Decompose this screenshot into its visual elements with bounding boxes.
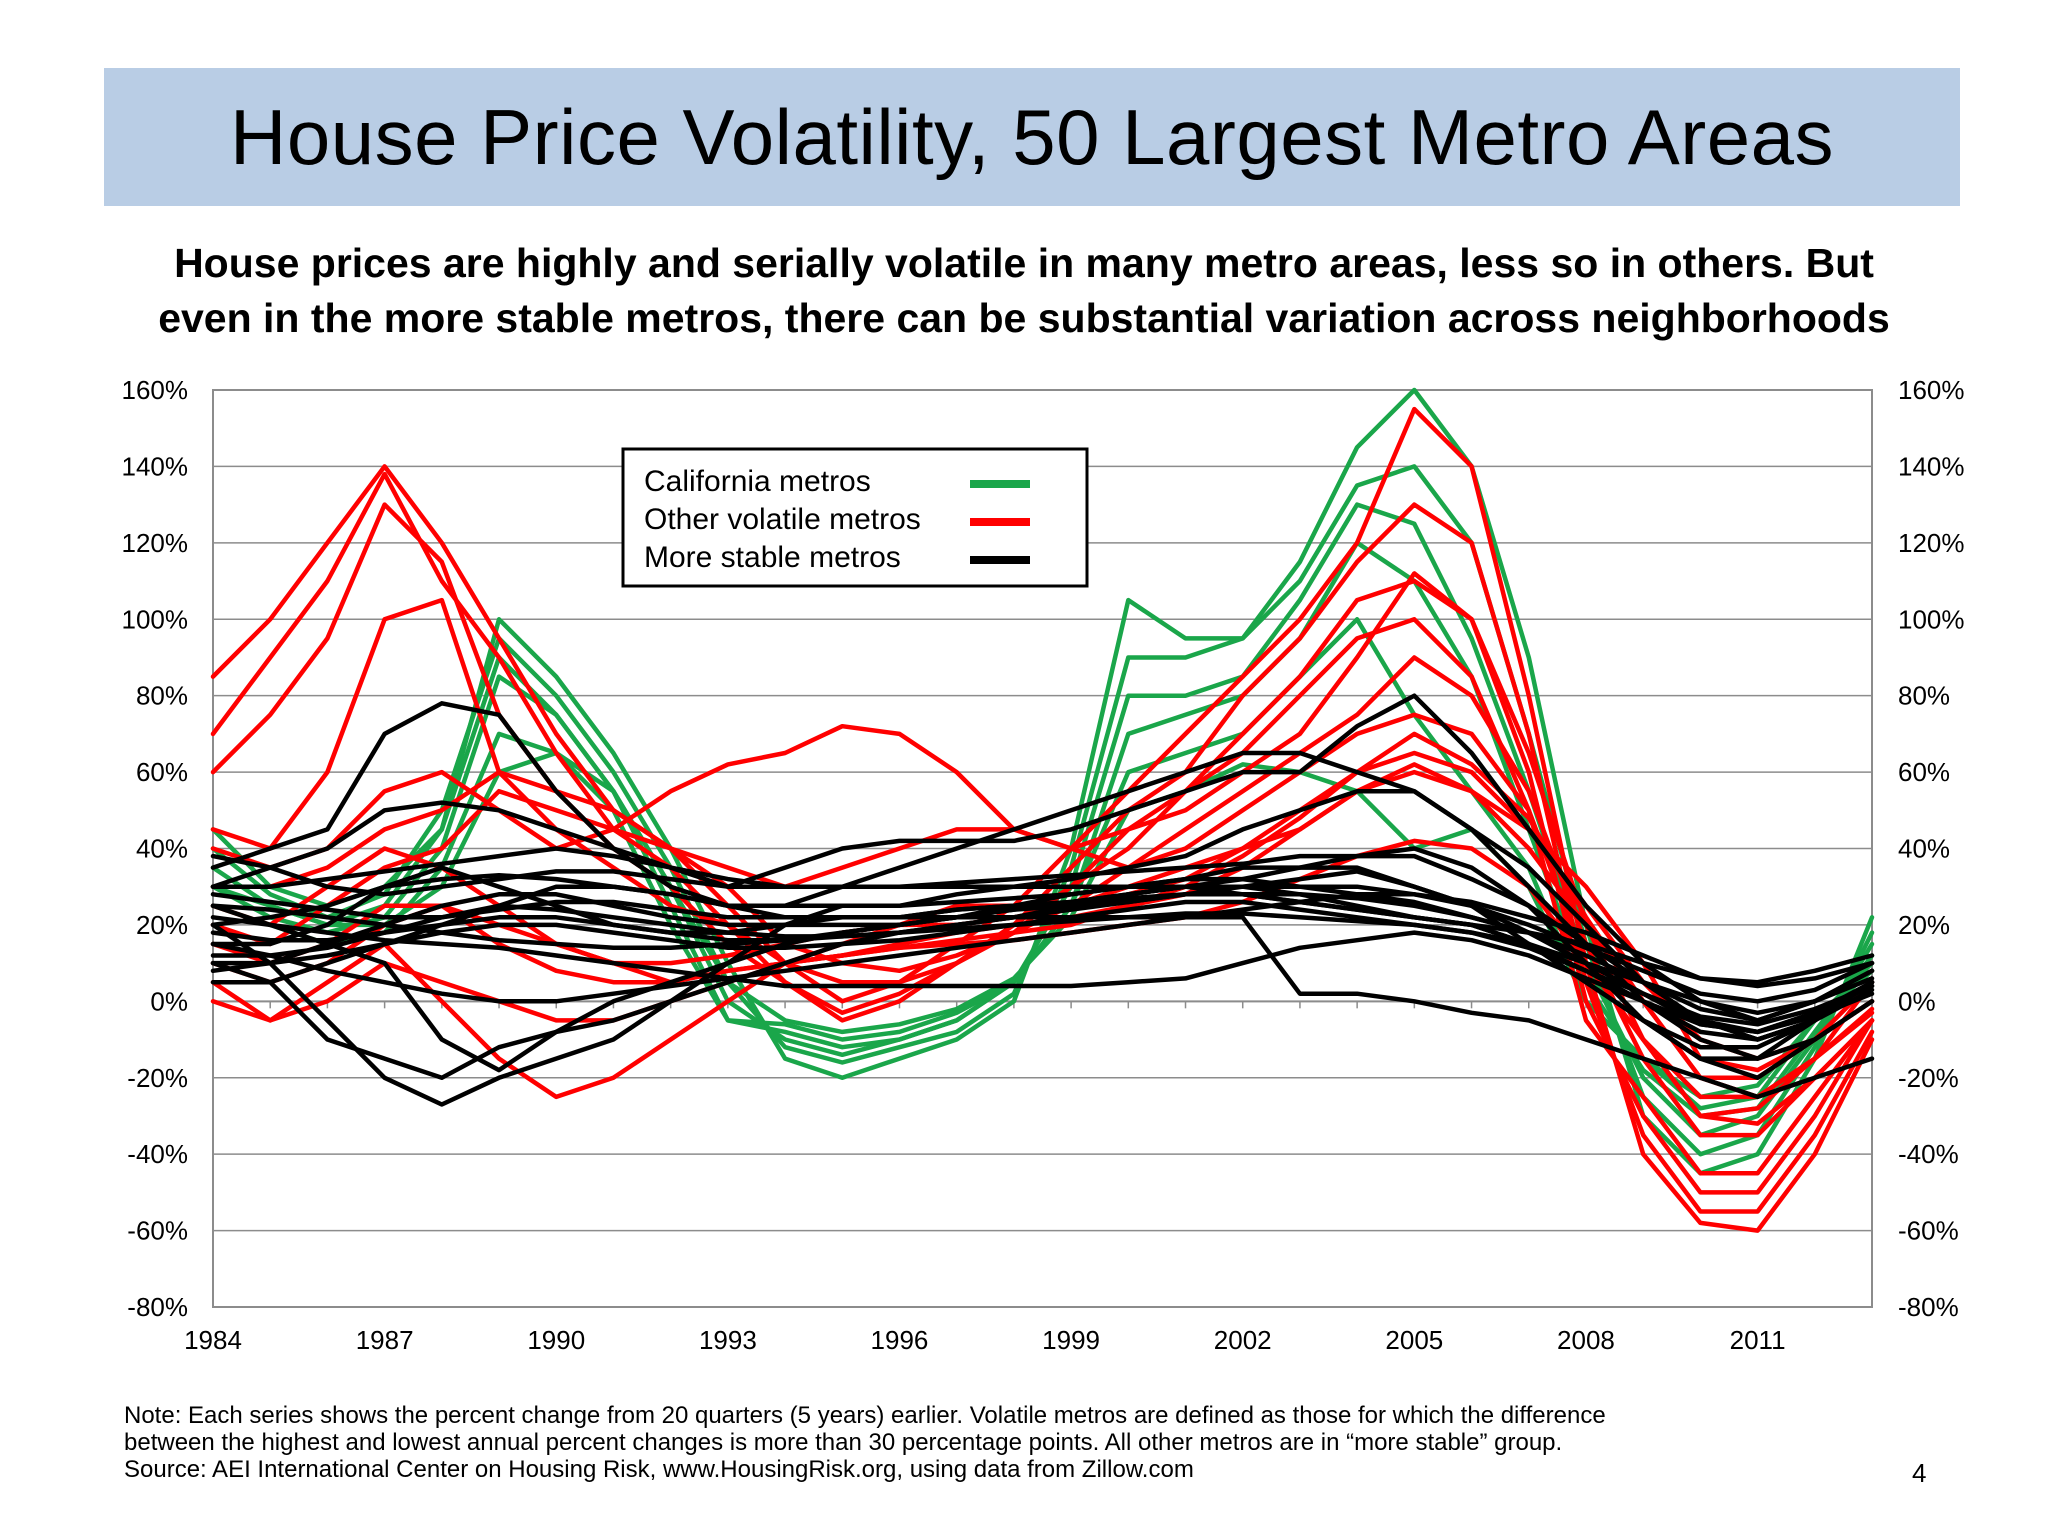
series-line-2-16 xyxy=(210,846,1875,985)
page-title: House Price Volatility, 50 Largest Metro… xyxy=(230,92,1834,181)
y-tick-label-right: -40% xyxy=(1898,1139,1959,1169)
y-tick-label-left: 60% xyxy=(136,757,188,787)
series-line-2-15 xyxy=(210,892,1875,1004)
series-lines xyxy=(210,387,1875,1233)
subtitle-line-1: House prices are highly and serially vol… xyxy=(174,240,1874,286)
x-tick-label: 2002 xyxy=(1214,1325,1272,1355)
legend-label: More stable metros xyxy=(644,541,901,574)
y-tick-label-right: -60% xyxy=(1898,1216,1959,1246)
series-line-2-17 xyxy=(210,884,1875,989)
y-tick-label-left: 80% xyxy=(136,681,188,711)
footnote: Note: Each series shows the percent chan… xyxy=(124,1402,1824,1483)
y-tick-label-left: -60% xyxy=(127,1216,188,1246)
x-tick-label: 2005 xyxy=(1385,1325,1443,1355)
y-tick-label-right: 160% xyxy=(1898,375,1965,405)
legend-label: California metros xyxy=(644,465,871,498)
y-tick-label-right: 20% xyxy=(1898,910,1950,940)
y-tick-label-left: -80% xyxy=(127,1292,188,1322)
y-tick-label-right: -20% xyxy=(1898,1063,1959,1093)
y-tick-label-right: 80% xyxy=(1898,681,1950,711)
note-line-1: Note: Each series shows the percent chan… xyxy=(124,1402,1606,1429)
y-tick-label-left: -40% xyxy=(127,1139,188,1169)
y-tick-label-left: 20% xyxy=(136,910,188,940)
x-tick-label: 1999 xyxy=(1042,1325,1100,1355)
volatility-line-chart: 160% 160% 140% 140% 120% 120% 100% 100% 80% 80% 60… xyxy=(122,375,1965,1355)
y-tick-label-right: 140% xyxy=(1898,451,1965,481)
x-tick-label: 1993 xyxy=(699,1325,757,1355)
x-tick-label: 2011 xyxy=(1730,1325,1786,1355)
y-tick-label-left: 0% xyxy=(150,986,188,1016)
x-tick-label: 2008 xyxy=(1557,1325,1615,1355)
y-tick-label-left: 120% xyxy=(122,528,189,558)
series-line-1-5 xyxy=(210,655,1875,1138)
x-tick-label: 1996 xyxy=(871,1325,929,1355)
x-tick-label: 1984 xyxy=(184,1325,242,1355)
x-tick-label: 1987 xyxy=(356,1325,414,1355)
y-tick-label-right: 120% xyxy=(1898,528,1965,558)
y-tick-label-left: 40% xyxy=(136,834,188,864)
y-tick-label-left: -20% xyxy=(127,1063,188,1093)
y-tick-label-right: 100% xyxy=(1898,604,1965,634)
subtitle: House prices are highly and serially vol… xyxy=(40,236,2008,346)
y-tick-label-right: 40% xyxy=(1898,834,1950,864)
legend: California metros Other volatile metros Mo… xyxy=(621,447,1089,588)
series-line-2-12 xyxy=(210,892,1875,1100)
y-tick-label-right: 60% xyxy=(1898,757,1950,787)
y-tick-label-right: -80% xyxy=(1898,1292,1959,1322)
y-tick-label-left: 140% xyxy=(122,451,189,481)
note-line-3: Source: AEI International Center on Hous… xyxy=(124,1456,1194,1483)
series-line-2-13 xyxy=(210,915,1875,1035)
series-line-2-1 xyxy=(210,693,1875,1023)
page-number: 4 xyxy=(1912,1458,1927,1488)
series-line-2-11 xyxy=(210,869,1875,1035)
title-banner: House Price Volatility, 50 Largest Metro… xyxy=(104,68,1960,206)
y-tick-label-left: 160% xyxy=(122,375,189,405)
y-tick-label-right: 0% xyxy=(1898,986,1936,1016)
y-tick-label-left: 100% xyxy=(122,604,189,634)
subtitle-line-2: even in the more stable metros, there ca… xyxy=(158,295,1890,341)
legend-label: Other volatile metros xyxy=(644,503,921,536)
x-tick-label: 1990 xyxy=(527,1325,585,1355)
note-line-2: between the highest and lowest annual pe… xyxy=(124,1429,1563,1456)
axes: 160% 160% 140% 140% 120% 120% 100% 100% 80% 80% 60… xyxy=(122,375,1965,1355)
